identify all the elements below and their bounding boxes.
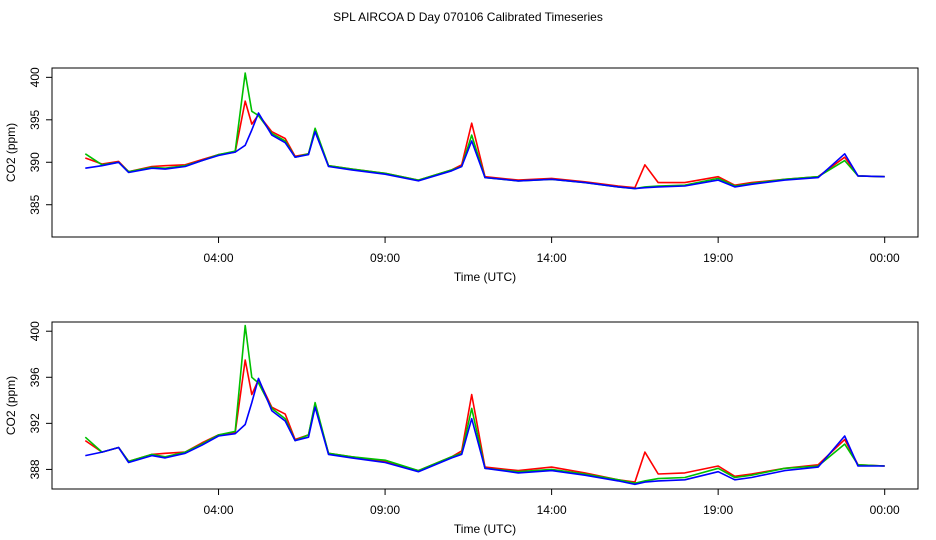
x-axis-label: Time (UTC) xyxy=(454,270,516,284)
plot-frame xyxy=(51,321,919,490)
x-tick-label: 00:00 xyxy=(870,251,900,265)
figure-title: SPL AIRCOA D Day 070106 Calibrated Times… xyxy=(333,10,603,24)
series-line xyxy=(84,324,885,484)
x-tick-label: 09:00 xyxy=(370,251,400,265)
plot-frame xyxy=(51,67,919,238)
y-axis-label: CO2 (ppm) xyxy=(4,123,18,182)
x-tick-label: 19:00 xyxy=(703,251,733,265)
x-axis-label: Time (UTC) xyxy=(454,522,516,536)
y-tick-label: 385 xyxy=(28,194,42,214)
y-axis-label: CO2 (ppm) xyxy=(4,376,18,435)
series-line xyxy=(85,377,885,486)
x-tick-label: 14:00 xyxy=(537,503,567,517)
series-line xyxy=(85,112,885,190)
x-tick-label: 04:00 xyxy=(204,503,234,517)
x-tick-label: 09:00 xyxy=(370,503,400,517)
y-tick-label: 400 xyxy=(28,67,42,87)
y-tick-label: 400 xyxy=(28,321,42,341)
y-tick-label: 392 xyxy=(28,413,42,433)
y-tick-label: 395 xyxy=(28,109,42,129)
y-tick-label: 390 xyxy=(28,152,42,172)
x-tick-label: 00:00 xyxy=(870,503,900,517)
y-tick-label: 388 xyxy=(28,459,42,479)
x-tick-label: 04:00 xyxy=(204,251,234,265)
x-tick-label: 19:00 xyxy=(703,503,733,517)
x-tick-label: 14:00 xyxy=(537,251,567,265)
y-tick-label: 396 xyxy=(28,367,42,387)
